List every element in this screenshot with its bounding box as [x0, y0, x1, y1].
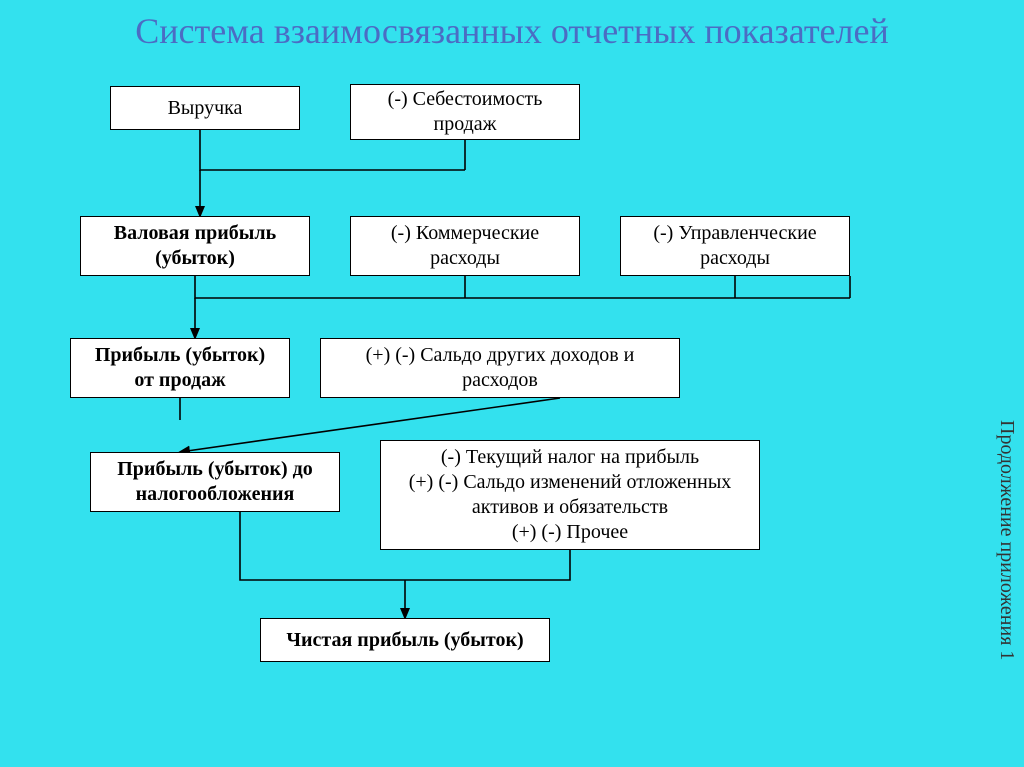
node-n9: (-) Текущий налог на прибыль(+) (-) Саль…	[380, 440, 760, 550]
node-n2: (-) Себестоимостьпродаж	[350, 84, 580, 140]
node-n8: Прибыль (убыток) доналогообложения	[90, 452, 340, 512]
node-n6: Прибыль (убыток)от продаж	[70, 338, 290, 398]
node-n7: (+) (-) Сальдо других доходов ирасходов	[320, 338, 680, 398]
node-n10: Чистая прибыль (убыток)	[260, 618, 550, 662]
node-n1: Выручка	[110, 86, 300, 130]
node-n5: (-) Управленческиерасходы	[620, 216, 850, 276]
page-title: Система взаимосвязанных отчетных показат…	[0, 10, 1024, 52]
connector-line	[195, 276, 850, 298]
side-label: Продолжение приложения 1	[995, 420, 1018, 660]
node-n4: (-) Коммерческиерасходы	[350, 216, 580, 276]
connector-line	[405, 550, 570, 580]
node-n3: Валовая прибыль(убыток)	[80, 216, 310, 276]
